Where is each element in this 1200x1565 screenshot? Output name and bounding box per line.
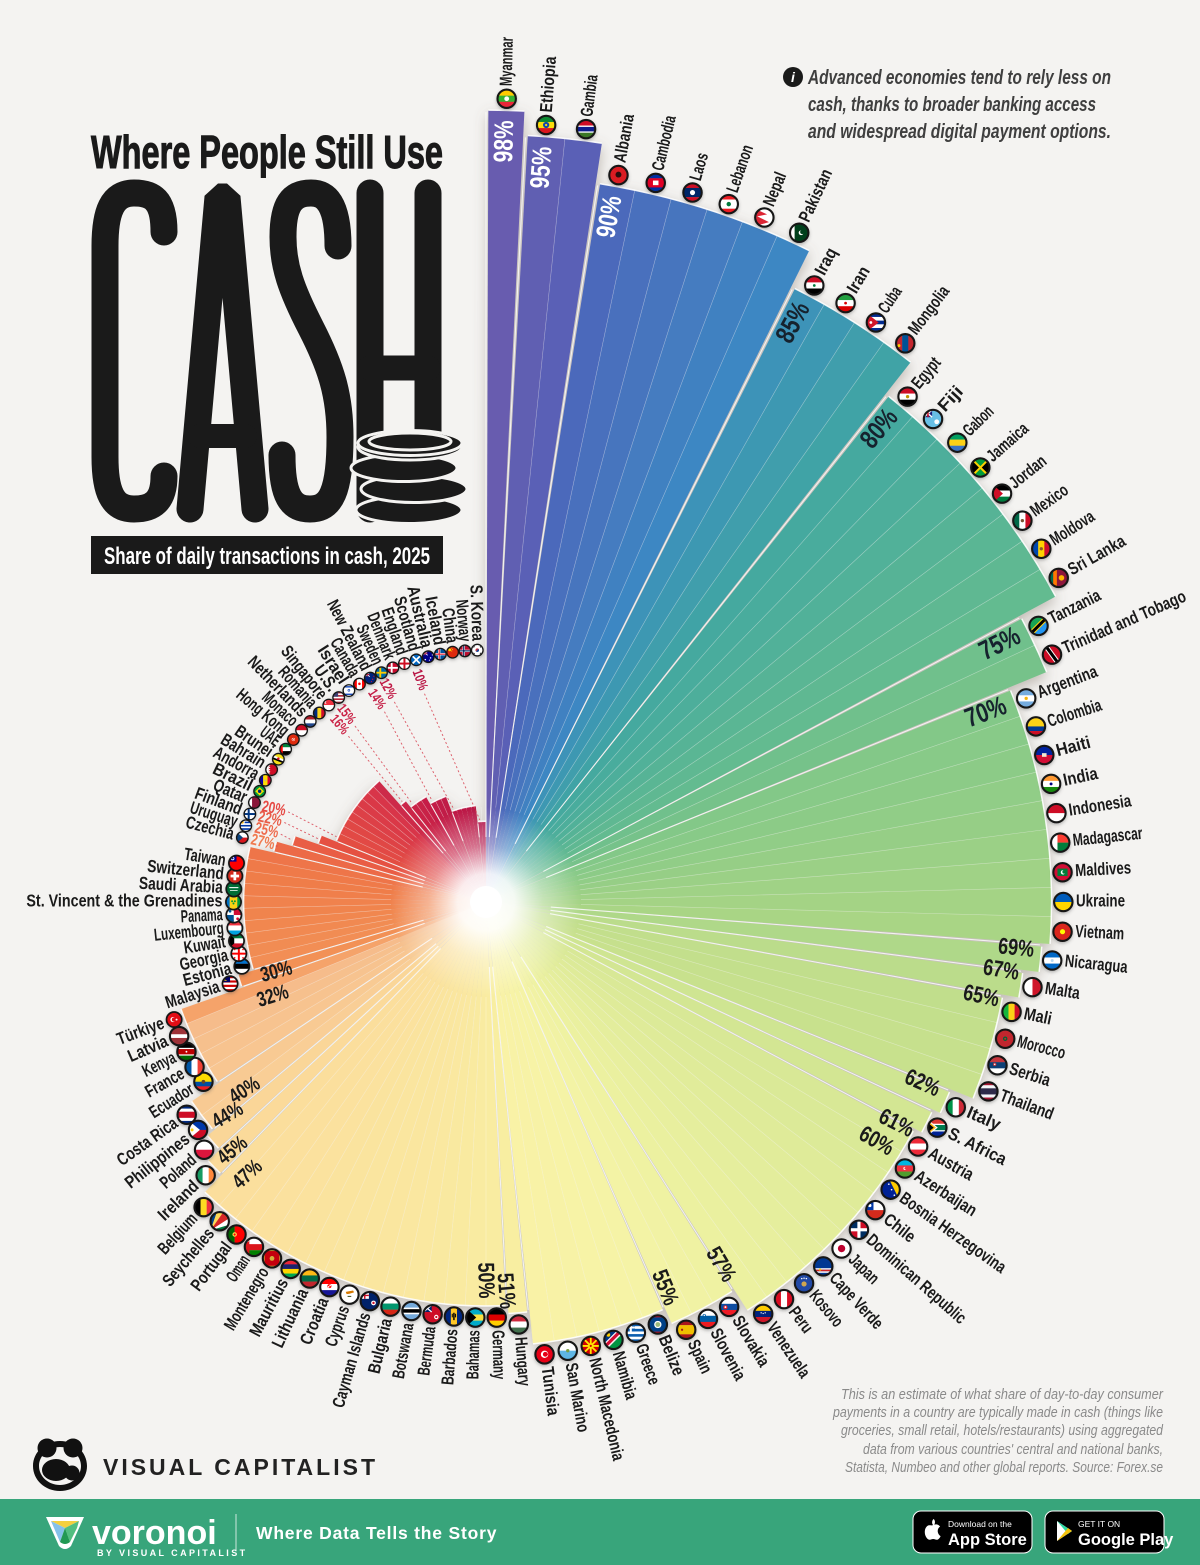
svg-text:Hungary: Hungary bbox=[511, 1336, 535, 1387]
svg-text:This is an estimate of what sh: This is an estimate of what share of day… bbox=[841, 1386, 1164, 1403]
svg-text:Ethiopia: Ethiopia bbox=[536, 55, 560, 113]
svg-text:VISUAL CAPITALIST: VISUAL CAPITALIST bbox=[103, 1454, 375, 1480]
svg-text:Google Play: Google Play bbox=[1078, 1531, 1174, 1549]
svg-text:Where People Still Use: Where People Still Use bbox=[91, 126, 443, 178]
svg-text:Germany: Germany bbox=[488, 1330, 509, 1380]
svg-text:China: China bbox=[438, 607, 462, 645]
svg-text:Panama: Panama bbox=[180, 904, 223, 926]
svg-text:25%: 25% bbox=[253, 820, 280, 842]
svg-text:voronoi: voronoi bbox=[92, 1514, 217, 1552]
svg-text:Vietnam: Vietnam bbox=[1075, 921, 1125, 943]
svg-text:Advanced economies tend to rel: Advanced economies tend to rely less on bbox=[807, 67, 1111, 89]
svg-text:Maldives: Maldives bbox=[1075, 857, 1132, 880]
svg-text:S. Korea: S. Korea bbox=[466, 585, 488, 642]
svg-text:St. Vincent & the Grenadines: St. Vincent & the Grenadines bbox=[26, 891, 222, 911]
svg-text:BY VISUAL CAPITALIST: BY VISUAL CAPITALIST bbox=[97, 1548, 248, 1558]
svg-text:Norway: Norway bbox=[452, 599, 475, 643]
svg-text:Ukraine: Ukraine bbox=[1076, 891, 1125, 911]
svg-text:69%: 69% bbox=[997, 932, 1035, 962]
svg-text:Barbados: Barbados bbox=[437, 1328, 461, 1386]
svg-text:50%: 50% bbox=[473, 1262, 500, 1299]
svg-text:App Store: App Store bbox=[948, 1531, 1027, 1549]
svg-text:22%: 22% bbox=[257, 808, 284, 830]
svg-text:Myanmar: Myanmar bbox=[496, 37, 517, 87]
svg-text:data from various countries' c: data from various countries' central and… bbox=[863, 1441, 1163, 1458]
svg-text:90%: 90% bbox=[590, 193, 627, 240]
svg-text:27%: 27% bbox=[249, 831, 276, 853]
svg-text:Share of daily transactions in: Share of daily transactions in cash, 202… bbox=[104, 543, 430, 570]
svg-text:Where Data Tells the Story: Where Data Tells the Story bbox=[256, 1523, 497, 1543]
svg-text:Saudi Arabia: Saudi Arabia bbox=[138, 873, 223, 897]
svg-text:51%: 51% bbox=[493, 1272, 522, 1310]
svg-text:GET IT ON: GET IT ON bbox=[1078, 1519, 1120, 1529]
svg-text:Statista, Numbeo and other glo: Statista, Numbeo and other global report… bbox=[845, 1459, 1163, 1476]
svg-text:and widespread digital payment: and widespread digital payment options. bbox=[808, 121, 1111, 143]
svg-text:10%: 10% bbox=[410, 667, 432, 693]
svg-text:payments in a country are typi: payments in a country are typically made… bbox=[832, 1404, 1163, 1421]
svg-text:cash, thanks to broader bankin: cash, thanks to broader banking access bbox=[808, 94, 1096, 116]
svg-text:98%: 98% bbox=[488, 120, 519, 163]
svg-text:95%: 95% bbox=[524, 145, 557, 189]
svg-text:groceries, small retail, hotel: groceries, small retail, hotels/restaura… bbox=[841, 1422, 1164, 1439]
svg-text:Bahamas: Bahamas bbox=[462, 1330, 483, 1380]
svg-text:Download on the: Download on the bbox=[948, 1519, 1012, 1529]
svg-text:67%: 67% bbox=[982, 953, 1022, 984]
svg-text:i: i bbox=[791, 69, 796, 85]
svg-text:20%: 20% bbox=[260, 798, 287, 819]
